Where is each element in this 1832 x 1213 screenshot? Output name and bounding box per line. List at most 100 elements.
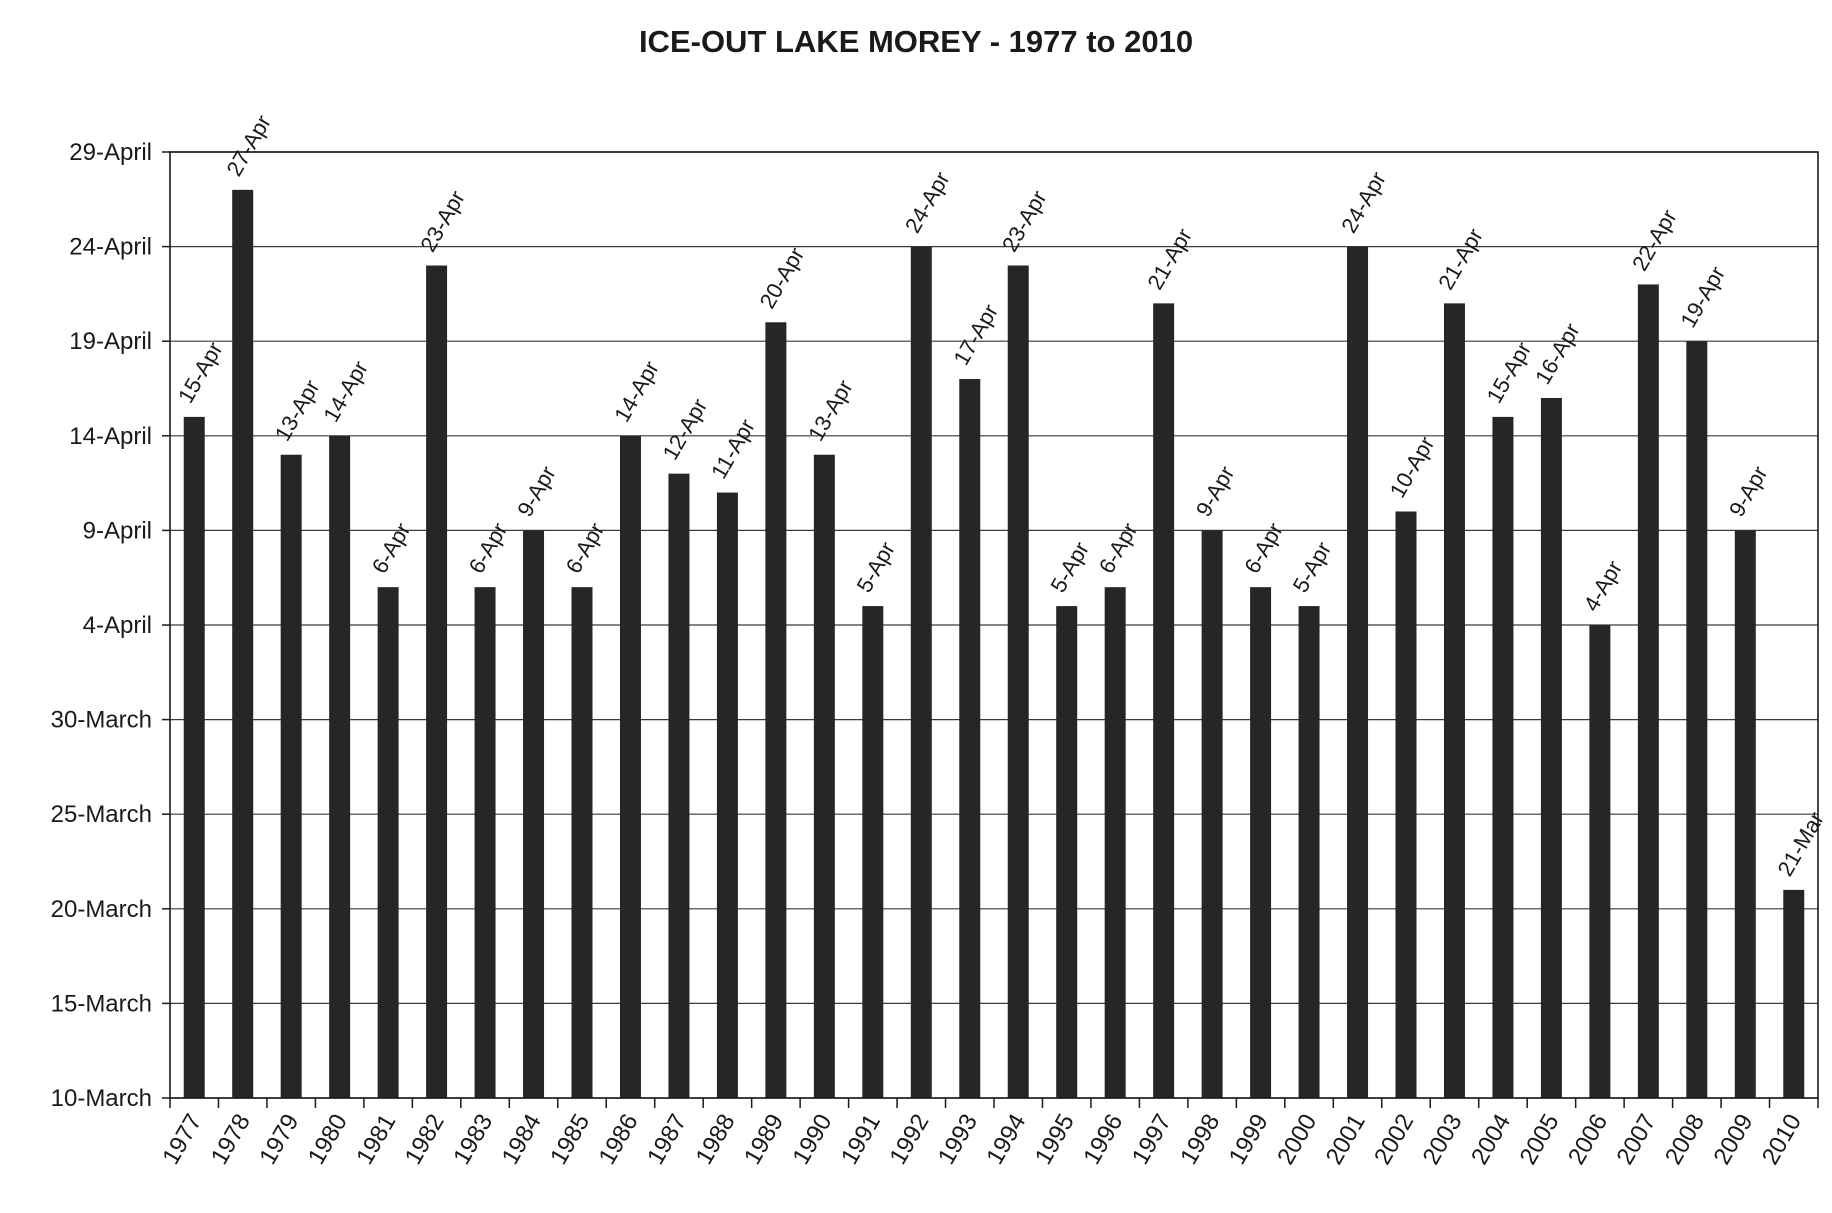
- x-tick-label: 1984: [497, 1110, 547, 1170]
- x-tick-label: 2004: [1466, 1110, 1516, 1170]
- axes: [162, 151, 1819, 1108]
- bar: [1589, 625, 1611, 1098]
- bar: [1298, 606, 1320, 1098]
- data-label: 5-Apr: [852, 537, 901, 596]
- bar: [619, 435, 641, 1098]
- bar: [862, 606, 884, 1098]
- x-tick-label: 2006: [1563, 1110, 1613, 1170]
- data-label: 23-Apr: [997, 186, 1052, 256]
- bar: [1201, 530, 1223, 1098]
- y-tick-label: 20-March: [51, 896, 152, 923]
- x-tick-label: 1998: [1175, 1110, 1225, 1170]
- bar: [1443, 303, 1465, 1098]
- x-tick-label: 2002: [1369, 1110, 1419, 1170]
- bar: [1056, 606, 1078, 1098]
- data-label: 24-Apr: [900, 167, 955, 237]
- data-label: 22-Apr: [1627, 205, 1682, 275]
- data-label: 6-Apr: [464, 519, 513, 578]
- x-tick-label: 1988: [691, 1110, 741, 1170]
- x-tick-label: 1991: [836, 1110, 886, 1170]
- bar: [1734, 530, 1756, 1098]
- x-tick-label: 2007: [1611, 1110, 1661, 1170]
- data-label: 15-Apr: [1482, 338, 1537, 408]
- x-tick-label: 1977: [157, 1110, 207, 1170]
- gridlines: [170, 151, 1818, 1099]
- data-label: 21-Apr: [1142, 224, 1197, 294]
- data-label: 24-Apr: [1336, 167, 1391, 237]
- data-label: 10-Apr: [1385, 432, 1440, 502]
- data-label: 6-Apr: [367, 519, 416, 578]
- x-tick-label: 1993: [933, 1110, 983, 1170]
- bar: [668, 473, 690, 1098]
- x-tick-label: 1999: [1224, 1110, 1274, 1170]
- data-label: 17-Apr: [948, 300, 1003, 370]
- x-tick-label: 2010: [1757, 1110, 1807, 1170]
- data-label: 23-Apr: [415, 186, 470, 256]
- x-tick-label: 1978: [206, 1110, 256, 1170]
- x-tick-label: 2008: [1660, 1110, 1710, 1170]
- bar: [1395, 511, 1417, 1099]
- x-tick-label: 2009: [1708, 1110, 1758, 1170]
- bar: [1637, 284, 1659, 1098]
- x-tick-label: 1989: [739, 1110, 789, 1170]
- bar: [716, 492, 738, 1098]
- data-label: 16-Apr: [1530, 319, 1585, 389]
- bar: [1104, 587, 1126, 1098]
- x-tick-label: 1982: [400, 1110, 450, 1170]
- data-label: 6-Apr: [561, 519, 610, 578]
- data-label: 19-Apr: [1676, 262, 1731, 332]
- x-tick-label: 1987: [642, 1110, 692, 1170]
- data-label: 6-Apr: [1239, 519, 1288, 578]
- bar: [959, 379, 981, 1098]
- data-label: 20-Apr: [755, 243, 810, 313]
- data-label: 5-Apr: [1288, 537, 1337, 596]
- y-tick-label: 30-March: [51, 707, 152, 734]
- data-label: 14-Apr: [609, 357, 664, 427]
- data-label: 21-Apr: [1433, 224, 1488, 294]
- data-label: 4-Apr: [1579, 556, 1628, 615]
- bar: [183, 416, 205, 1098]
- bar: [571, 587, 593, 1098]
- data-label: 13-Apr: [270, 376, 325, 446]
- x-tick-label: 1985: [545, 1110, 595, 1170]
- bar: [1686, 341, 1708, 1098]
- x-tick-labels: 1977197819791980198119821983198419851986…: [157, 1110, 1807, 1170]
- bar: [1347, 246, 1369, 1099]
- y-tick-label: 24-April: [69, 234, 152, 261]
- x-tick-label: 1986: [594, 1110, 644, 1170]
- data-label: 9-Apr: [1191, 462, 1240, 521]
- y-tick-label: 15-March: [51, 990, 152, 1017]
- bar: [232, 189, 254, 1099]
- bar: [1250, 587, 1272, 1098]
- x-tick-label: 1980: [303, 1110, 353, 1170]
- y-tick-label: 19-April: [69, 328, 152, 355]
- chart-title: ICE-OUT LAKE MOREY - 1977 to 2010: [638, 24, 1194, 59]
- x-tick-label: 1979: [254, 1110, 304, 1170]
- bar: [1153, 303, 1175, 1098]
- data-label: 11-Apr: [706, 415, 760, 483]
- bar: [523, 530, 545, 1098]
- bar: [474, 587, 496, 1098]
- y-tick-label: 9-April: [83, 517, 152, 544]
- bar: [329, 435, 351, 1098]
- bar: [765, 322, 787, 1098]
- bar: [1783, 889, 1805, 1098]
- data-label: 6-Apr: [1094, 519, 1143, 578]
- bar: [910, 246, 932, 1099]
- x-tick-label: 1996: [1078, 1110, 1128, 1170]
- data-label: 9-Apr: [1724, 462, 1773, 521]
- y-tick-labels: 10-March 15-March 20-March 25-March 30-March…: [51, 139, 152, 1112]
- x-tick-label: 1997: [1127, 1110, 1177, 1170]
- data-label: 12-Apr: [658, 394, 713, 464]
- y-tick-label: 25-March: [51, 801, 152, 828]
- bar: [1492, 416, 1514, 1098]
- data-label: 9-Apr: [512, 462, 561, 521]
- x-tick-label: 1983: [448, 1110, 498, 1170]
- x-tick-label: 2001: [1321, 1110, 1371, 1170]
- x-tick-label: 1995: [1030, 1110, 1080, 1170]
- data-label: 21-Mar: [1772, 808, 1828, 881]
- y-tick-label: 29-April: [69, 139, 152, 166]
- data-label: 27-Apr: [221, 111, 276, 181]
- bar: [1007, 265, 1029, 1098]
- bar: [426, 265, 448, 1098]
